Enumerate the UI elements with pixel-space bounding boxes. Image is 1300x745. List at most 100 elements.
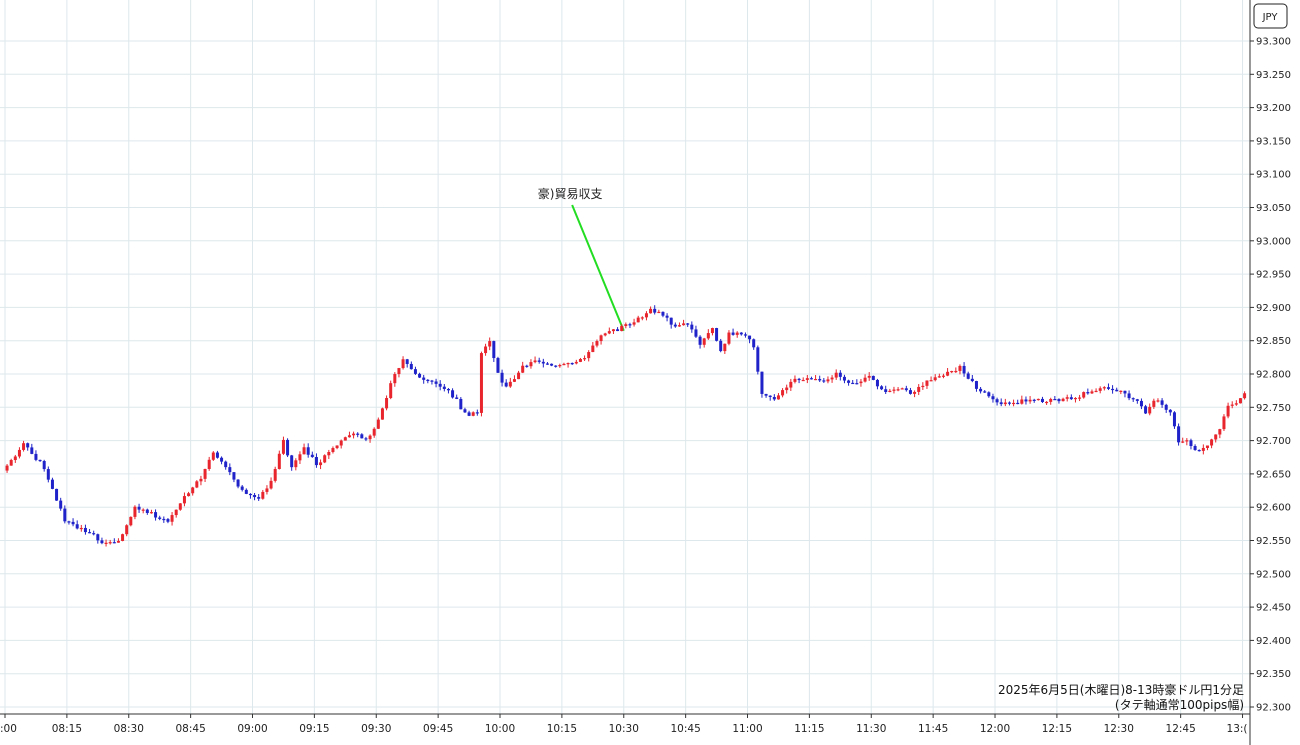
x-tick-label: 10:00 (485, 723, 515, 735)
candle-down (797, 378, 801, 381)
candle-down (974, 381, 978, 389)
candle-down (653, 308, 657, 313)
candle-down (409, 363, 413, 370)
candle-down (496, 358, 500, 373)
candle-down (248, 493, 252, 496)
candle-up (508, 381, 512, 387)
candle-down (908, 390, 912, 394)
candle-down (1189, 440, 1193, 447)
candle-up (397, 368, 401, 375)
y-tick-label: 92.450 (1256, 603, 1291, 614)
candle-up (1234, 403, 1238, 405)
candle-up (265, 488, 269, 492)
candle-up (632, 322, 636, 325)
candle-up (1003, 402, 1007, 405)
candle-down (137, 506, 141, 510)
x-tick-label: :00 (0, 723, 17, 735)
candle-up (863, 377, 867, 382)
candle-up (785, 387, 789, 391)
candle-up (917, 386, 921, 392)
candle-up (562, 363, 566, 366)
x-tick-label: 12:30 (1104, 723, 1134, 735)
candle-down (290, 455, 294, 468)
x-tick-label: 09:30 (361, 723, 391, 735)
candle-up (620, 325, 624, 332)
candle-down (822, 380, 826, 382)
candle-down (244, 489, 248, 494)
candle-down (463, 409, 467, 413)
candle-down (360, 434, 364, 439)
candle-down (525, 365, 529, 367)
candle-down (1057, 399, 1061, 402)
candle-up (141, 509, 145, 511)
candle-down (665, 315, 669, 318)
candle-down (1139, 400, 1143, 407)
candle-up (859, 381, 863, 384)
candle-up (1210, 439, 1214, 446)
x-tick-label: 10:15 (547, 723, 577, 735)
candle-up (657, 311, 661, 314)
candle-up (723, 343, 727, 352)
x-tick-label: 12:45 (1166, 723, 1196, 735)
candle-up (921, 385, 925, 388)
chart-caption: 2025年6月5日(木曜日)8-13時豪ドル円1分足 (タテ軸通常100pips… (998, 682, 1244, 712)
candle-down (75, 524, 79, 529)
candle-down (310, 454, 314, 458)
y-tick-label: 93.200 (1256, 103, 1291, 114)
candle-down (669, 317, 673, 325)
x-tick-label: 10:30 (609, 723, 639, 735)
candle-down (166, 519, 170, 522)
y-tick-label: 92.300 (1256, 703, 1291, 714)
candle-up (830, 377, 834, 380)
candle-up (1201, 447, 1205, 451)
candle-down (880, 386, 884, 390)
candle-down (772, 397, 776, 400)
candle-down (158, 517, 162, 519)
candle-up (1082, 392, 1086, 398)
candle-up (368, 435, 372, 440)
y-tick-label: 92.850 (1256, 336, 1291, 347)
candle-down (904, 388, 908, 391)
candle-down (1032, 399, 1036, 401)
candle-up (640, 317, 644, 319)
candle-down (1115, 389, 1119, 392)
candle-down (743, 334, 747, 336)
candle-down (96, 534, 100, 541)
candle-down (694, 329, 698, 337)
candle-up (281, 439, 285, 454)
candle-up (587, 352, 591, 359)
candle-up (1152, 400, 1156, 407)
candle-down (545, 363, 549, 365)
candle-down (88, 532, 92, 534)
candle-up (611, 329, 615, 332)
x-tick-label: 11:30 (856, 723, 886, 735)
candle-down (50, 479, 54, 489)
x-tick-label: 10:45 (671, 723, 701, 735)
candle-up (1094, 390, 1098, 393)
candle-up (149, 512, 153, 514)
candle-down (875, 379, 879, 387)
candle-down (286, 439, 290, 456)
candle-up (533, 360, 537, 363)
candle-up (801, 379, 805, 382)
y-tick-label: 93.100 (1256, 170, 1291, 181)
candle-up (79, 527, 83, 530)
x-tick-label: 09:15 (299, 723, 329, 735)
candle-down (492, 341, 496, 359)
candle-down (314, 457, 318, 466)
unit-badge: JPY (1253, 3, 1288, 29)
candle-down (220, 457, 224, 462)
candle-up (327, 452, 331, 456)
candle-down (145, 509, 149, 513)
candle-down (884, 389, 888, 392)
candle-down (1086, 392, 1090, 394)
x-tick-label: 08:30 (114, 723, 144, 735)
candle-down (71, 521, 75, 525)
candle-down (422, 377, 426, 380)
candle-up (826, 379, 830, 382)
y-tick-label: 93.250 (1256, 70, 1291, 81)
candle-up (203, 468, 207, 479)
candle-up (925, 380, 929, 386)
candle-up (1036, 398, 1040, 401)
candle-up (1049, 399, 1053, 402)
